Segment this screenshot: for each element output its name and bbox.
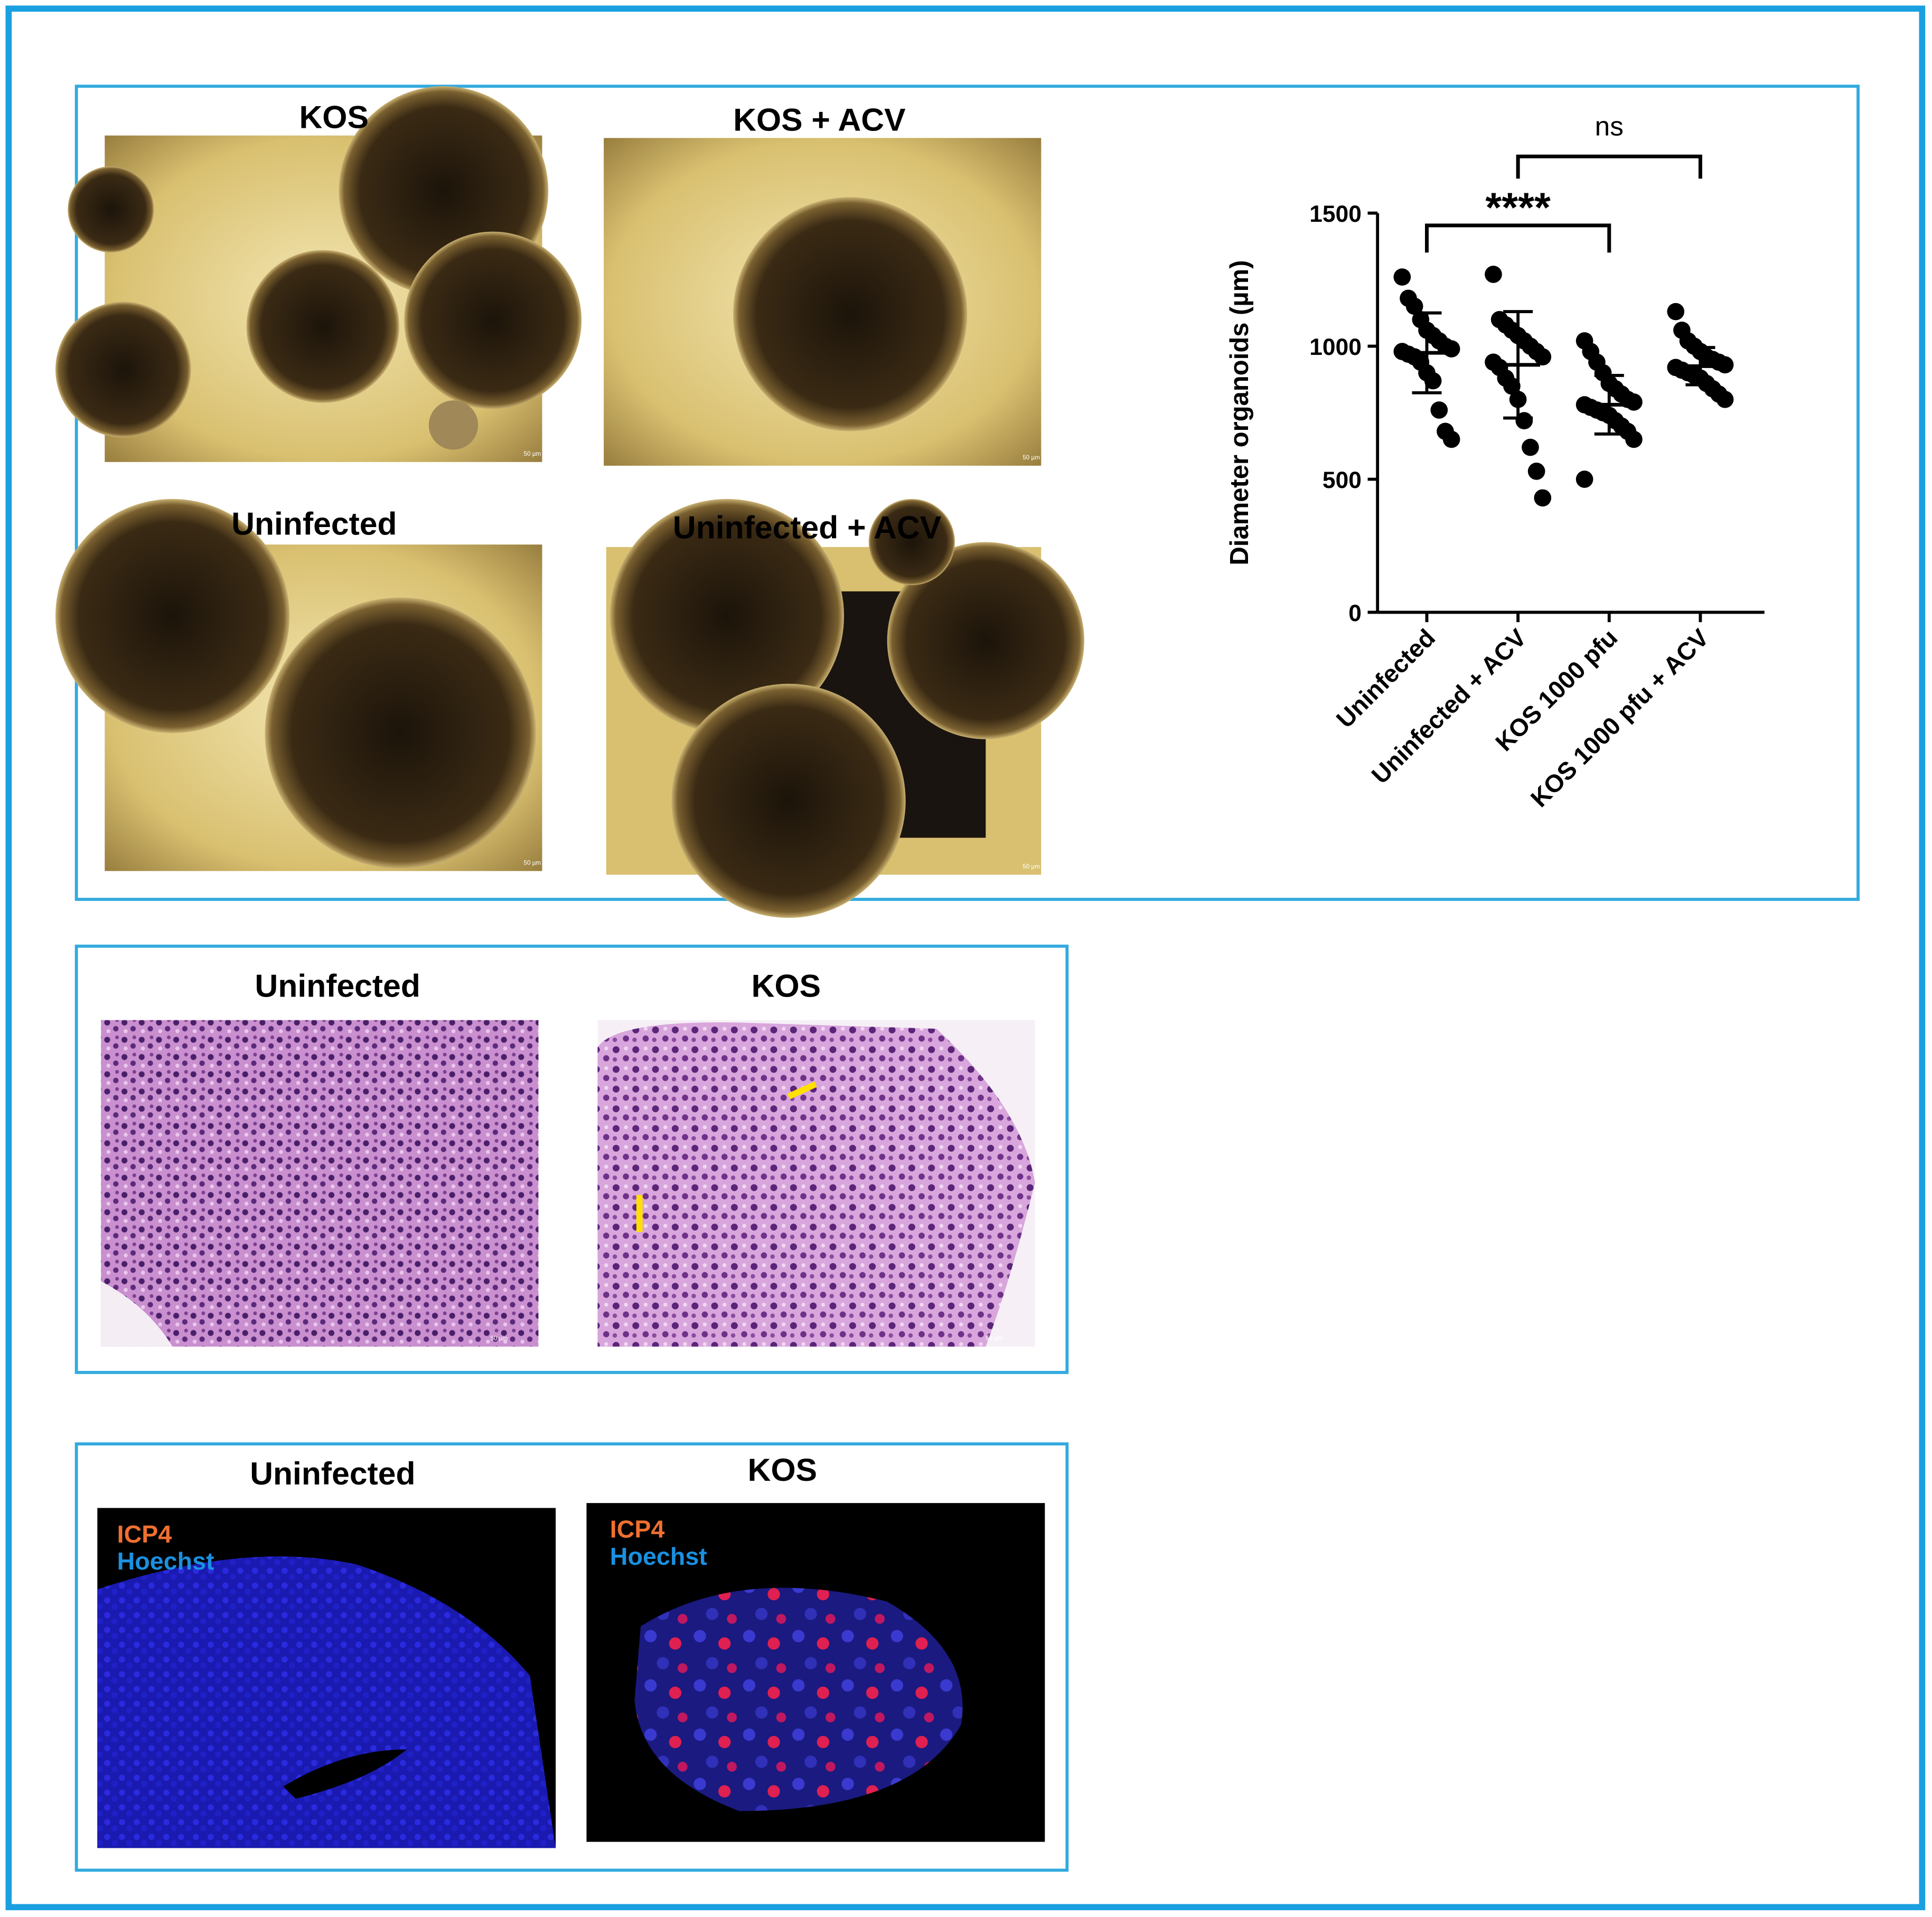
data-point (1534, 348, 1552, 366)
micrograph: 50 µm (604, 138, 1042, 466)
channel-label: ICP4 (117, 1520, 172, 1548)
data-point (1522, 438, 1539, 456)
panel-border (74, 84, 1860, 901)
data-point (1667, 303, 1685, 321)
micrograph (97, 1508, 556, 1848)
y-tick-label: 1000 (1309, 334, 1362, 360)
channel-label: ICP4 (610, 1515, 665, 1543)
panel-label: KOS (299, 99, 369, 135)
data-point (1485, 266, 1502, 283)
error-bar (1503, 310, 1533, 420)
data-point (1424, 372, 1442, 390)
panel-label: KOS + ACV (733, 101, 906, 137)
panel-label: Uninfected (231, 505, 397, 541)
micrograph: 50 µm (101, 1020, 539, 1347)
significance-label: **** (1485, 184, 1551, 231)
micrograph: 50 µm (55, 499, 542, 871)
micrograph: 50 µm (597, 1020, 1035, 1347)
y-tick-label: 1500 (1309, 201, 1362, 227)
data-point (1575, 471, 1593, 488)
data-point (1534, 489, 1552, 507)
panel-border (74, 1442, 1069, 1872)
y-tick-label: 500 (1323, 467, 1362, 493)
channel-label: Hoechst (610, 1543, 707, 1570)
data-point (1393, 268, 1411, 286)
micrograph: 50 µm (606, 499, 1084, 918)
micrograph (586, 1503, 1045, 1842)
scale-bar-label: 50 µm (986, 1335, 1003, 1342)
error-bar (1685, 346, 1715, 387)
data-point (1716, 390, 1734, 408)
data-point (1442, 430, 1460, 448)
data-point (1503, 377, 1521, 395)
data-point (1405, 297, 1423, 315)
data-point (1442, 340, 1460, 358)
data-point (1625, 393, 1643, 411)
data-point (1625, 430, 1643, 448)
y-tick-label: 0 (1348, 600, 1362, 626)
error-bar (1412, 311, 1442, 394)
data-point (1515, 412, 1533, 429)
channel-label: Hoechst (117, 1547, 214, 1575)
scale-bar-label: 50 µm (1023, 863, 1040, 870)
panel-border (74, 944, 1069, 1374)
panel-label: Uninfected (255, 967, 420, 1003)
panel-label: KOS (748, 1452, 817, 1488)
data-point (1716, 356, 1734, 374)
micrograph: 50 µm (55, 86, 582, 462)
data-point (1430, 401, 1448, 419)
error-bar (1594, 374, 1624, 436)
scale-bar-label: 50 µm (523, 450, 541, 457)
scale-bar-label: 50 µm (1023, 454, 1040, 461)
data-point (1527, 463, 1545, 480)
y-axis-label: Diameter organoids (µm) (1225, 260, 1254, 566)
scale-bar-label: 50 µm (490, 1335, 508, 1342)
panel-label: KOS (752, 967, 821, 1003)
significance-bracket (1516, 154, 1702, 179)
significance-bracket (1425, 223, 1611, 253)
scale-bar-label: 50 µm (523, 860, 541, 867)
significance-label: ns (1595, 111, 1624, 142)
panel-label: Uninfected + ACV (673, 509, 942, 545)
panel-label: Uninfected (250, 1455, 415, 1491)
